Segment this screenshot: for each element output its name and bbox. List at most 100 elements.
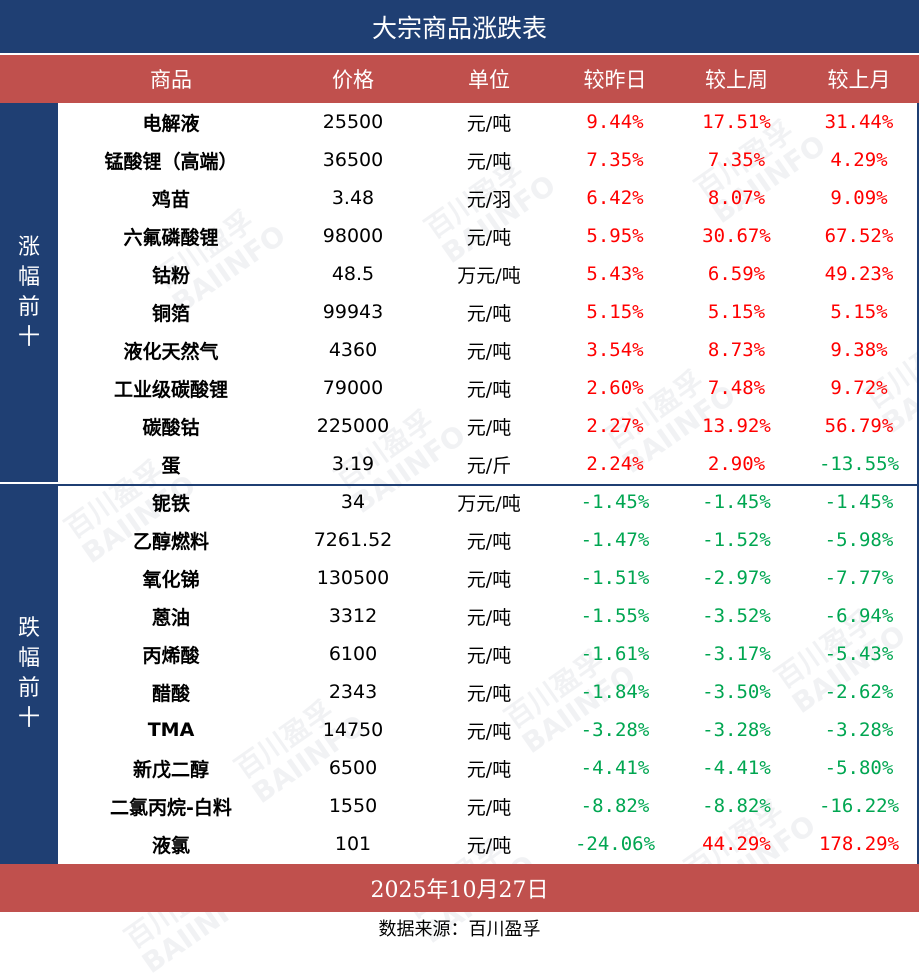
price-cell: 79000: [322, 377, 384, 399]
change-vs-last-month: -7.77%: [824, 567, 894, 589]
unit-cell: 元/吨: [466, 340, 512, 363]
table-row: 丙烯酸 6100 元/吨 -1.61% -3.17% -5.43%: [58, 635, 919, 673]
change-vs-yesterday: -1.51%: [580, 567, 650, 589]
change-vs-last-month: -2.62%: [824, 681, 894, 703]
change-vs-last-month: 178.29%: [818, 833, 900, 855]
table-row: 蛋 3.19 元/斤 2.24% 2.90% -13.55%: [58, 445, 919, 483]
commodity-name: 氧化锑: [142, 568, 200, 591]
change-vs-yesterday: 5.43%: [586, 263, 644, 285]
change-vs-last-month: -1.45%: [824, 491, 894, 513]
price-cell: 225000: [316, 415, 390, 437]
price-cell: 3.19: [331, 453, 375, 475]
price-cell: 3312: [328, 605, 378, 627]
table-row: 工业级碳酸锂 79000 元/吨 2.60% 7.48% 9.72%: [58, 369, 919, 407]
commodity-name: 丙烯酸: [142, 644, 200, 667]
commodity-name: 鸡苗: [151, 188, 190, 211]
change-vs-yesterday: -1.45%: [580, 491, 650, 513]
side-label-char: 幅: [17, 264, 40, 290]
unit-cell: 元/吨: [466, 530, 512, 553]
change-vs-yesterday: 7.35%: [586, 149, 644, 171]
price-cell: 6100: [328, 643, 378, 665]
table-row: 醋酸 2343 元/吨 -1.84% -3.50% -2.62%: [58, 673, 919, 711]
price-cell: 1550: [328, 795, 378, 817]
table-row: 铜箔 99943 元/吨 5.15% 5.15% 5.15%: [58, 293, 919, 331]
table-row: 乙醇燃料 7261.52 元/吨 -1.47% -1.52% -5.98%: [58, 521, 919, 559]
change-vs-last-month: -5.43%: [824, 643, 894, 665]
change-vs-yesterday: 2.24%: [586, 453, 644, 475]
header-vs-last-week: 较上周: [705, 68, 768, 92]
table-row: 液氯 101 元/吨 -24.06% 44.29% 178.29%: [58, 825, 919, 863]
change-vs-last-week: -1.52%: [702, 529, 771, 551]
change-vs-last-week: 2.90%: [707, 453, 766, 475]
commodity-name: 工业级碳酸锂: [113, 378, 228, 401]
change-vs-last-week: -2.97%: [702, 567, 771, 589]
price-cell: 6500: [328, 757, 378, 779]
price-cell: 7261.52: [313, 529, 393, 551]
change-vs-last-month: 9.38%: [830, 339, 888, 361]
price-cell: 130500: [316, 567, 390, 589]
price-cell: 98000: [322, 225, 384, 247]
table-row: 碳酸钴 225000 元/吨 2.27% 13.92% 56.79%: [58, 407, 919, 445]
change-vs-last-week: 8.73%: [707, 339, 766, 361]
price-cell: 25500: [322, 111, 384, 133]
change-vs-yesterday: -24.06%: [574, 833, 656, 855]
change-vs-last-week: 17.51%: [702, 111, 771, 133]
change-vs-yesterday: -8.82%: [580, 795, 650, 817]
side-label-char: 幅: [17, 646, 40, 671]
price-cell: 101: [334, 833, 372, 855]
commodity-name: 乙醇燃料: [132, 530, 209, 553]
unit-cell: 元/吨: [466, 796, 512, 819]
commodity-name: 锰酸锂（高端）: [104, 150, 238, 173]
table-row: 氧化锑 130500 元/吨 -1.51% -2.97% -7.77%: [58, 559, 919, 597]
report-date: 2025年10月27日: [0, 864, 919, 912]
table-row: 六氟磷酸锂 98000 元/吨 5.95% 30.67% 67.52%: [58, 217, 919, 255]
unit-cell: 元/吨: [466, 720, 512, 743]
commodity-name: 铜箔: [151, 302, 190, 325]
change-vs-yesterday: -3.28%: [580, 719, 650, 741]
unit-cell: 万元/吨: [457, 264, 521, 287]
side-label-char: 前: [17, 676, 40, 701]
change-vs-last-month: -16.22%: [818, 795, 900, 817]
table-row: TMA 14750 元/吨 -3.28% -3.28% -3.28%: [58, 711, 919, 749]
table-row: 液化天然气 4360 元/吨 3.54% 8.73% 9.38%: [58, 331, 919, 369]
unit-cell: 元/斤: [466, 454, 512, 477]
change-vs-last-week: 13.92%: [702, 415, 771, 437]
commodity-name: 二氯丙烷-白料: [110, 796, 232, 819]
top-losers-label: 跌 幅 前 十: [0, 484, 58, 864]
commodity-name: 电解液: [142, 112, 200, 135]
commodity-name: 钴粉: [151, 264, 190, 287]
unit-cell: 元/吨: [466, 416, 512, 439]
change-vs-last-month: -6.94%: [824, 605, 894, 627]
unit-cell: 元/吨: [466, 758, 512, 781]
commodity-name: 液化天然气: [123, 340, 219, 363]
header-spacer: [0, 55, 58, 103]
unit-cell: 元/吨: [466, 226, 512, 249]
commodity-name: 铌铁: [151, 492, 190, 515]
section-divider: [58, 484, 919, 486]
price-cell: 4360: [328, 339, 378, 361]
change-vs-yesterday: 9.44%: [586, 111, 644, 133]
side-label-char: 前: [17, 294, 40, 320]
commodity-name: TMA: [147, 719, 195, 741]
change-vs-yesterday: 3.54%: [586, 339, 644, 361]
header-unit: 单位: [468, 68, 510, 92]
change-vs-last-week: -3.17%: [702, 643, 771, 665]
change-vs-yesterday: 2.27%: [586, 415, 644, 437]
change-vs-last-week: 30.67%: [702, 225, 771, 247]
unit-cell: 元/吨: [466, 150, 512, 173]
change-vs-last-week: -8.82%: [702, 795, 771, 817]
table-row: 鸡苗 3.48 元/羽 6.42% 8.07% 9.09%: [58, 179, 919, 217]
price-cell: 34: [340, 491, 366, 513]
table-right-border: [917, 103, 919, 864]
header-commodity: 商品: [150, 68, 192, 92]
unit-cell: 元/吨: [466, 682, 512, 705]
change-vs-yesterday: 2.60%: [586, 377, 644, 399]
table-row: 锰酸锂（高端） 36500 元/吨 7.35% 7.35% 4.29%: [58, 141, 919, 179]
unit-cell: 万元/吨: [457, 492, 521, 515]
change-vs-last-week: 5.15%: [707, 301, 766, 323]
change-vs-last-week: 44.29%: [702, 833, 771, 855]
table-row: 新戊二醇 6500 元/吨 -4.41% -4.41% -5.80%: [58, 749, 919, 787]
table-title: 大宗商品涨跌表: [0, 0, 919, 55]
change-vs-last-week: -4.41%: [702, 757, 771, 779]
header-vs-yesterday: 较昨日: [583, 68, 647, 92]
